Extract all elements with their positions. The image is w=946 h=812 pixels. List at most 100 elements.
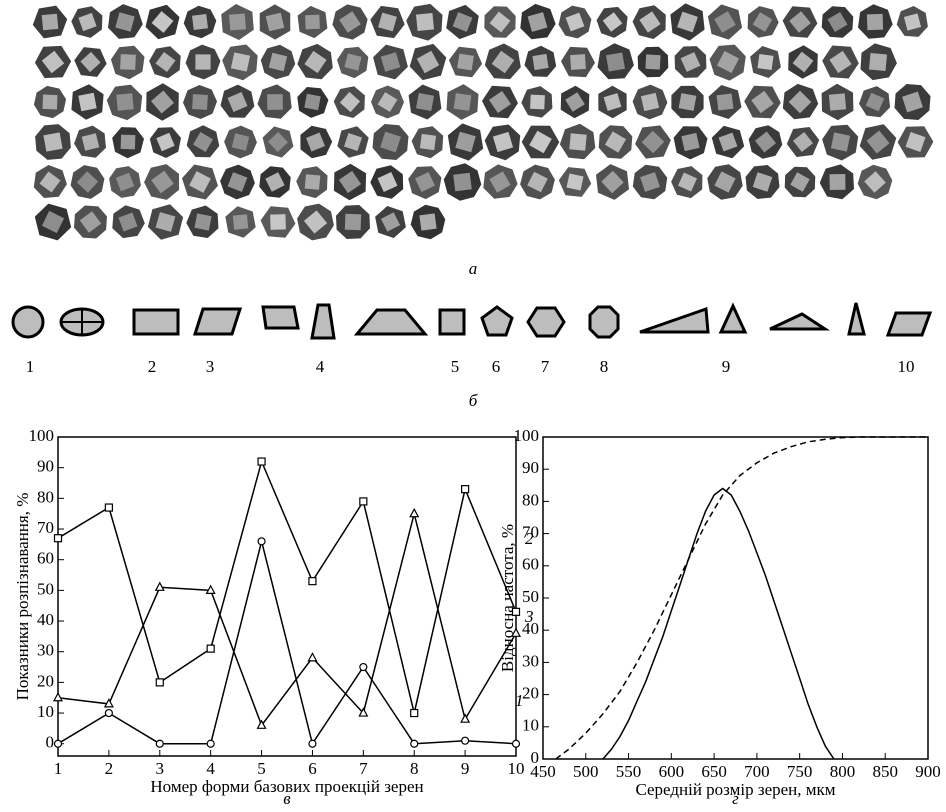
y-tick-label: 70: [522, 523, 539, 542]
crystal-face: [419, 213, 436, 230]
crystal-face: [304, 94, 320, 110]
shape-label: 4: [316, 357, 325, 376]
shape-label: 8: [600, 357, 609, 376]
x-tick-label: 3: [156, 759, 165, 778]
crystal-face: [453, 173, 472, 192]
x-tick-label: 550: [616, 762, 642, 781]
y-tick-label: 10: [522, 716, 539, 735]
crystal-face: [570, 54, 586, 70]
crystal-face: [717, 94, 734, 111]
y-tick-label: 70: [37, 518, 54, 537]
chart-caption: г: [732, 789, 739, 808]
marker: [411, 740, 418, 747]
shape-rect: [134, 310, 178, 334]
marker: [55, 740, 62, 747]
series-line: [58, 541, 516, 743]
page: а 12345678910 б 123456789100102030405060…: [0, 0, 946, 812]
crystal-face: [195, 54, 210, 69]
x-tick-label: 800: [830, 762, 856, 781]
crystal-face: [831, 132, 850, 151]
y-tick-label: 100: [29, 426, 55, 445]
chart-caption: в: [283, 789, 291, 808]
x-tick-label: 700: [744, 762, 770, 781]
x-tick-label: 900: [915, 762, 941, 781]
shape-hexagon: [528, 308, 564, 336]
series-line: [556, 437, 928, 759]
x-tick-label: 5: [257, 759, 266, 778]
marker: [308, 653, 316, 661]
shape-trapezoid: [357, 310, 425, 334]
shape-trapezoid: [263, 307, 298, 328]
marker: [410, 509, 418, 517]
marker: [54, 693, 62, 701]
crystal-face: [829, 93, 846, 110]
marker: [360, 498, 367, 505]
shape-label: 3: [206, 357, 215, 376]
y-axis-label: Відносна частота, %: [498, 524, 517, 672]
x-tick-label: 2: [105, 759, 114, 778]
crystal-face: [267, 94, 283, 110]
crystal-photos: [33, 3, 934, 240]
crystal-face: [233, 214, 248, 229]
y-tick-label: 0: [46, 733, 55, 752]
x-tick-label: 850: [872, 762, 898, 781]
series-line: [603, 489, 834, 760]
marker: [411, 710, 418, 717]
plot-frame: [543, 437, 928, 759]
marker: [309, 740, 316, 747]
crystal-face: [867, 14, 883, 30]
crystal-face: [420, 134, 436, 150]
crystal-face: [645, 54, 660, 69]
crystal-face: [43, 132, 62, 151]
marker: [156, 740, 163, 747]
marker: [55, 535, 62, 542]
crystal-face: [606, 53, 625, 72]
y-axis-label: Показники розпізнавання, %: [13, 493, 32, 701]
marker: [462, 737, 469, 744]
marker: [207, 740, 214, 747]
crystal-face: [305, 15, 320, 30]
x-tick-label: 1: [54, 759, 63, 778]
shape-parallelogram: [888, 313, 930, 335]
marker: [462, 486, 469, 493]
shape-square: [440, 310, 464, 334]
shape-label: 5: [451, 357, 460, 376]
panel-label: а: [469, 259, 478, 278]
crystal-face: [229, 14, 246, 31]
crystal-face: [681, 133, 699, 151]
x-tick-label: 8: [410, 759, 419, 778]
marker: [360, 664, 367, 671]
y-tick-label: 10: [37, 702, 54, 721]
crystal-face: [567, 174, 584, 191]
x-tick-label: 4: [206, 759, 215, 778]
shape-parallelogram: [195, 309, 240, 334]
shape-triangle: [640, 309, 708, 332]
y-tick-label: 30: [522, 651, 539, 670]
crystal-face: [194, 213, 211, 230]
shape-label: 10: [898, 357, 915, 376]
crystal-face: [116, 93, 133, 110]
y-tick-label: 90: [37, 457, 54, 476]
series-line: [58, 462, 516, 714]
y-tick-label: 90: [522, 458, 539, 477]
x-tick-label: 9: [461, 759, 470, 778]
shape-label: 6: [492, 357, 501, 376]
marker: [105, 710, 112, 717]
crystal-face: [532, 54, 548, 70]
crystal-face: [192, 14, 208, 30]
y-tick-label: 100: [514, 426, 540, 445]
crystal-face: [758, 54, 774, 70]
crystal-face: [78, 93, 96, 111]
crystal-face: [192, 94, 208, 110]
shape-trapezoid: [312, 305, 334, 338]
crystal-face: [830, 174, 846, 190]
crystal-face: [305, 174, 321, 190]
crystal-face: [121, 135, 136, 150]
marker: [105, 504, 112, 511]
crystal-face: [416, 13, 434, 31]
shape-row: [13, 303, 930, 338]
crystal-face: [530, 95, 545, 110]
x-tick-label: 750: [787, 762, 813, 781]
crystal-face: [569, 133, 586, 150]
crystal-face: [454, 93, 472, 111]
